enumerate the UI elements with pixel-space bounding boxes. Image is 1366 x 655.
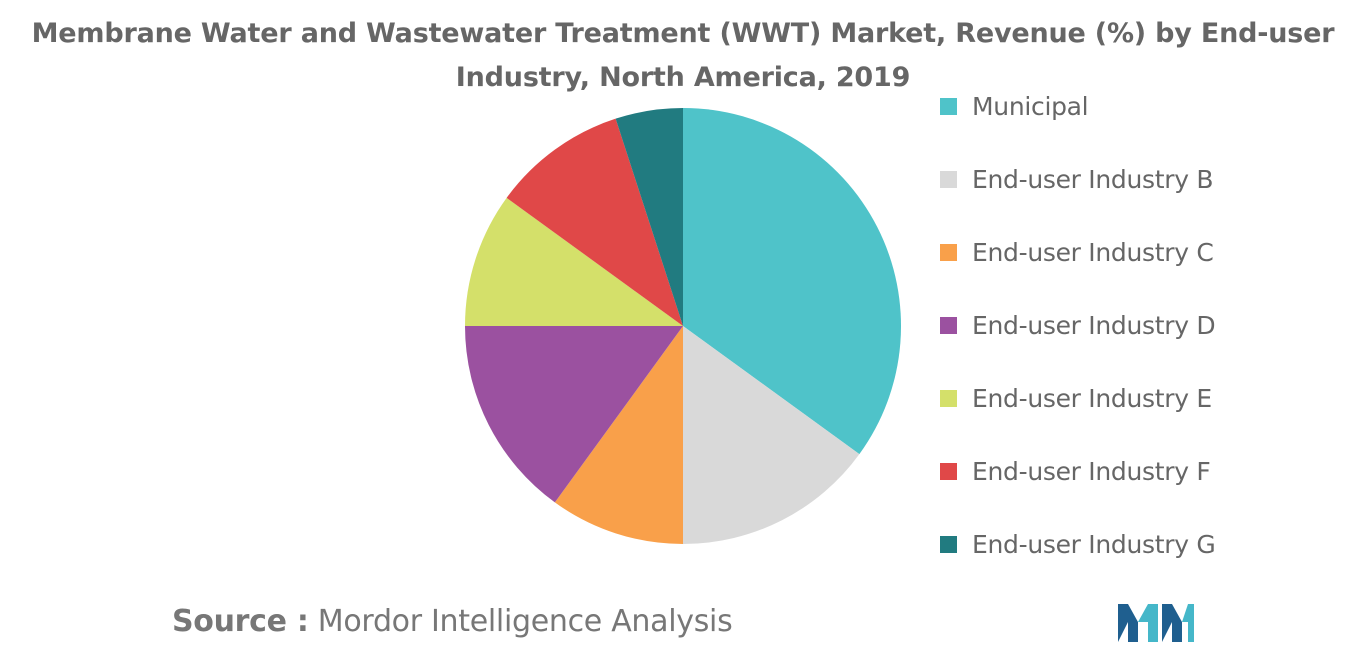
source-text: Mordor Intelligence Analysis	[317, 604, 733, 639]
legend-swatch	[940, 97, 957, 115]
legend-item: End-user Industry D	[940, 307, 1216, 343]
legend-label: End-user Industry F	[972, 456, 1211, 486]
legend-item: End-user Industry E	[940, 380, 1212, 416]
legend-swatch	[940, 462, 957, 480]
pie-slice-end-user-industry-c	[554, 326, 683, 544]
legend-swatch	[940, 535, 957, 553]
chart-title: Membrane Water and Wastewater Treatment …	[0, 12, 1366, 100]
source-label: Source :	[172, 604, 309, 639]
legend-swatch	[940, 243, 957, 261]
legend-swatch	[940, 316, 957, 334]
legend-swatch	[940, 170, 957, 188]
pie-slice-end-user-industry-f	[506, 118, 683, 326]
pie-slice-end-user-industry-g	[615, 108, 683, 326]
legend-item: End-user Industry B	[940, 161, 1214, 197]
legend-item: End-user Industry G	[940, 526, 1216, 562]
chart-title-line-1: Membrane Water and Wastewater Treatment …	[31, 18, 1335, 49]
source-note: Source : Mordor Intelligence Analysis	[172, 604, 733, 639]
pie-slice-end-user-industry-b	[683, 326, 860, 544]
mordor-intelligence-logo-icon	[1118, 604, 1194, 642]
chart-title-line-2: Industry, North America, 2019	[455, 62, 911, 93]
legend-label: End-user Industry G	[972, 529, 1216, 559]
pie-slice-municipal	[683, 108, 902, 455]
legend-item: End-user Industry F	[940, 453, 1211, 489]
legend-item: End-user Industry C	[940, 234, 1214, 270]
pie-slice-end-user-industry-e	[465, 197, 683, 326]
pie-slice-end-user-industry-d	[464, 326, 683, 503]
legend-label: Municipal	[972, 91, 1089, 121]
legend-label: End-user Industry D	[972, 310, 1216, 340]
legend-item: Municipal	[940, 88, 1089, 124]
legend-swatch	[940, 389, 957, 407]
legend-label: End-user Industry B	[972, 164, 1214, 194]
legend-label: End-user Industry E	[972, 383, 1212, 413]
legend-label: End-user Industry C	[972, 237, 1214, 267]
